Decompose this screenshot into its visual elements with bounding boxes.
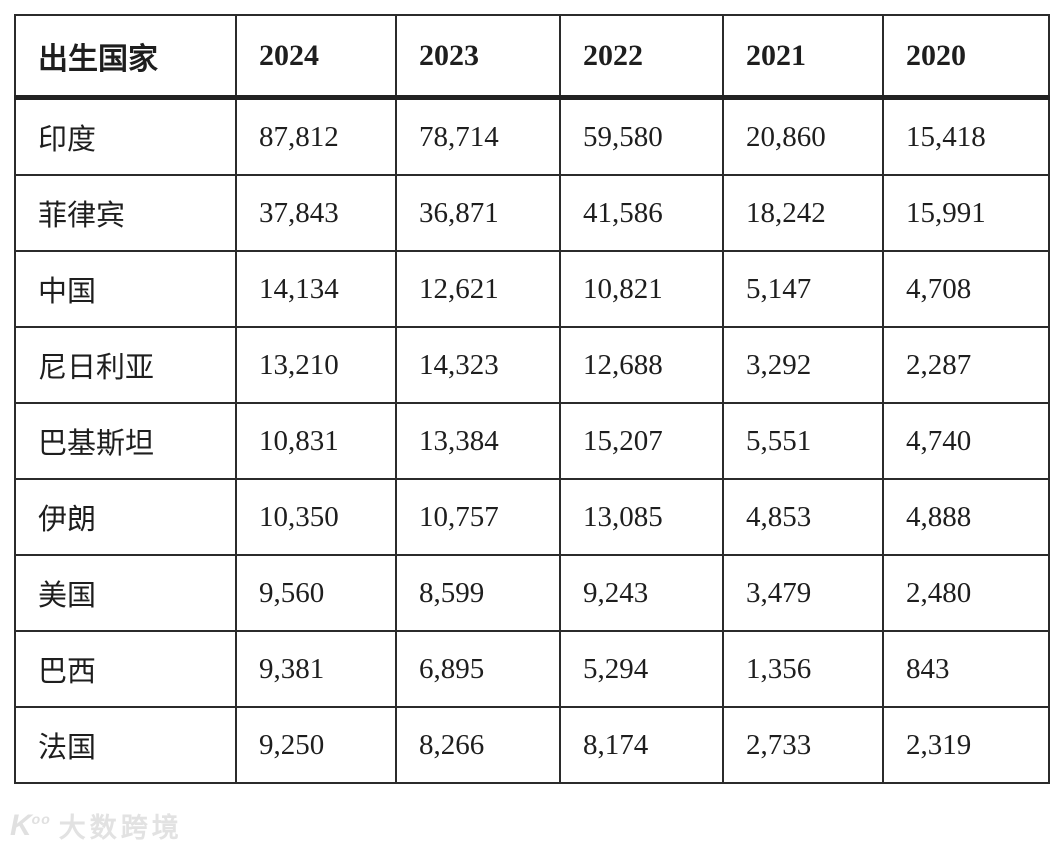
watermark: Koo 大数跨境 [10,806,183,844]
table-row-pakistan: 巴基斯坦 10,831 13,384 15,207 5,551 4,740 [14,402,1050,480]
value-cell: 20,860 [722,96,884,176]
dashu-kuajing-logo-icon: Koo [10,808,51,842]
value-cell: 36,871 [395,174,561,252]
table-row-usa: 美国 9,560 8,599 9,243 3,479 2,480 [14,554,1050,632]
value-cell: 9,243 [559,554,724,632]
value-cell: 2,480 [882,554,1050,632]
country-cell: 菲律宾 [14,174,237,252]
country-cell: 中国 [14,250,237,328]
column-header-2023: 2023 [395,14,561,100]
value-cell: 15,418 [882,96,1050,176]
value-cell: 4,853 [722,478,884,556]
table-row-india: 印度 87,812 78,714 59,580 20,860 15,418 [14,96,1050,176]
value-cell: 4,708 [882,250,1050,328]
value-cell: 2,733 [722,706,884,784]
value-cell: 4,740 [882,402,1050,480]
value-cell: 2,319 [882,706,1050,784]
watermark-text: 大数跨境 [58,813,183,843]
value-cell: 3,479 [722,554,884,632]
country-cell: 伊朗 [14,478,237,556]
value-cell: 59,580 [559,96,724,176]
value-cell: 14,134 [235,250,397,328]
table-row-brazil: 巴西 9,381 6,895 5,294 1,356 843 [14,630,1050,708]
table-row-france: 法国 9,250 8,266 8,174 2,733 2,319 [14,706,1050,784]
value-cell: 87,812 [235,96,397,176]
value-cell: 5,551 [722,402,884,480]
value-cell: 8,599 [395,554,561,632]
value-cell: 37,843 [235,174,397,252]
value-cell: 843 [882,630,1050,708]
table-row-philippines: 菲律宾 37,843 36,871 41,586 18,242 15,991 [14,174,1050,252]
value-cell: 10,757 [395,478,561,556]
column-header-country: 出生国家 [14,14,237,100]
value-cell: 2,287 [882,326,1050,404]
table-row-iran: 伊朗 10,350 10,757 13,085 4,853 4,888 [14,478,1050,556]
column-header-2021: 2021 [722,14,884,100]
value-cell: 13,384 [395,402,561,480]
column-header-2020: 2020 [882,14,1050,100]
country-cell: 巴基斯坦 [14,402,237,480]
value-cell: 15,207 [559,402,724,480]
value-cell: 9,560 [235,554,397,632]
value-cell: 13,210 [235,326,397,404]
value-cell: 4,888 [882,478,1050,556]
table-row-nigeria: 尼日利亚 13,210 14,323 12,688 3,292 2,287 [14,326,1050,404]
value-cell: 10,831 [235,402,397,480]
value-cell: 1,356 [722,630,884,708]
value-cell: 10,821 [559,250,724,328]
country-cell: 美国 [14,554,237,632]
value-cell: 6,895 [395,630,561,708]
column-header-2024: 2024 [235,14,397,100]
value-cell: 12,621 [395,250,561,328]
table-header: 出生国家 2024 2023 2022 2021 2020 [14,14,1050,100]
value-cell: 9,381 [235,630,397,708]
value-cell: 41,586 [559,174,724,252]
country-cell: 印度 [14,96,237,176]
value-cell: 12,688 [559,326,724,404]
value-cell: 5,147 [722,250,884,328]
value-cell: 10,350 [235,478,397,556]
value-cell: 14,323 [395,326,561,404]
table-row-china: 中国 14,134 12,621 10,821 5,147 4,708 [14,250,1050,328]
value-cell: 78,714 [395,96,561,176]
table-body: 印度 87,812 78,714 59,580 20,860 15,418 菲律… [14,96,1050,784]
value-cell: 3,292 [722,326,884,404]
value-cell: 8,174 [559,706,724,784]
country-cell: 巴西 [14,630,237,708]
value-cell: 18,242 [722,174,884,252]
value-cell: 5,294 [559,630,724,708]
value-cell: 9,250 [235,706,397,784]
value-cell: 15,991 [882,174,1050,252]
value-cell: 8,266 [395,706,561,784]
country-cell: 法国 [14,706,237,784]
value-cell: 13,085 [559,478,724,556]
birth-country-table: 出生国家 2024 2023 2022 2021 2020 印度 87,812 … [14,14,1050,784]
country-cell: 尼日利亚 [14,326,237,404]
header-row: 出生国家 2024 2023 2022 2021 2020 [14,14,1050,100]
column-header-2022: 2022 [559,14,724,100]
